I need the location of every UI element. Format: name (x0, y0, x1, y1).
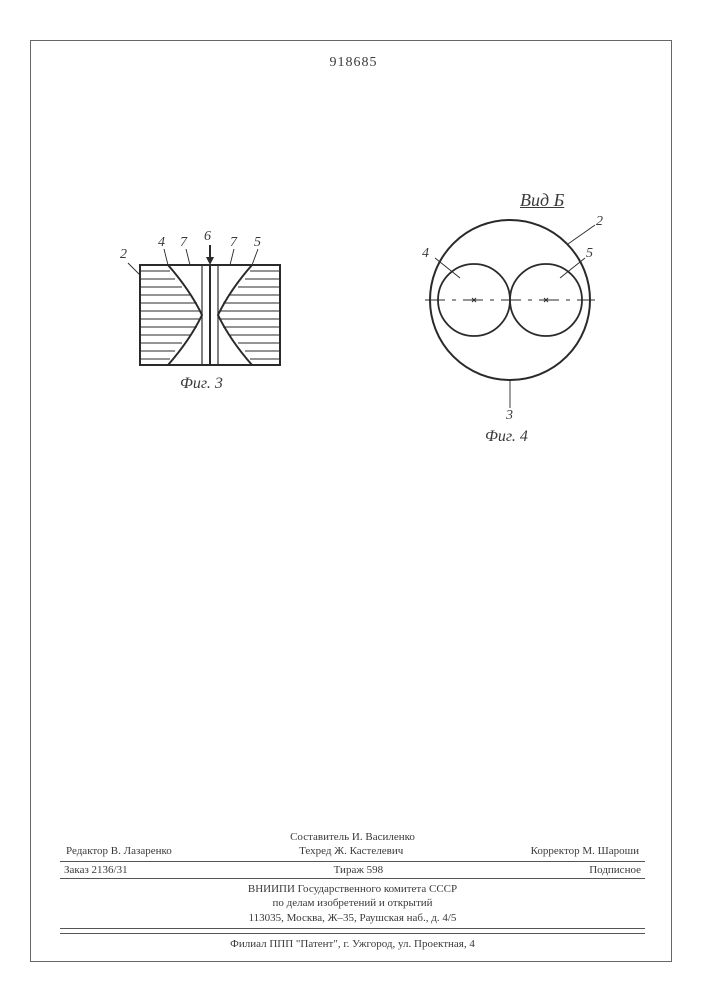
figure-4: Вид Б 2 4 5 3 Фиг. 4 (390, 190, 630, 420)
page-border (30, 40, 672, 962)
figure-3: 2 4 7 6 7 5 Фиг. 3 (120, 235, 320, 415)
fig3-callout-6: 6 (204, 229, 211, 245)
fig4-callout-4: 4 (422, 246, 429, 262)
fig3-callout-2: 2 (120, 247, 127, 263)
footer-order: Заказ 2136/31 (64, 864, 128, 876)
fig3-callout-4: 4 (158, 235, 165, 251)
footer-techred: Техред Ж. Кастелевич (299, 844, 403, 858)
fig3-callout-7a: 7 (180, 235, 187, 251)
fig4-caption: Фиг. 4 (485, 428, 528, 446)
fig4-callout-2: 2 (596, 214, 603, 230)
footer-corrector: Корректор М. Шароши (531, 844, 639, 858)
fig4-callout-5: 5 (586, 246, 593, 262)
figure-4-drawing (390, 190, 630, 410)
footer-tirazh: Тираж 598 (334, 864, 384, 876)
footer-subscription: Подписное (589, 864, 641, 876)
fig3-callout-5: 5 (254, 235, 261, 251)
footer-org1: ВНИИПИ Государственного комитета СССР (60, 882, 645, 896)
fig3-callout-7b: 7 (230, 235, 237, 251)
fig3-caption: Фиг. 3 (180, 375, 223, 393)
figure-3-drawing (120, 235, 320, 395)
footer-editor: Редактор В. Лазаренко (66, 844, 172, 858)
footer-addr1: 113035, Москва, Ж–35, Раушская наб., д. … (60, 911, 645, 925)
document-number: 918685 (330, 55, 378, 71)
footer-filial: Филиал ППП "Патент", г. Ужгород, ул. Про… (60, 933, 645, 950)
footer-compiler: Составитель И. Василенко (60, 830, 645, 844)
footer-org2: по делам изобретений и открытий (60, 896, 645, 910)
fig4-callout-3: 3 (506, 408, 513, 424)
footer-block: Составитель И. Василенко Редактор В. Лаз… (60, 827, 645, 950)
fig4-view-label: Вид Б (520, 190, 564, 211)
